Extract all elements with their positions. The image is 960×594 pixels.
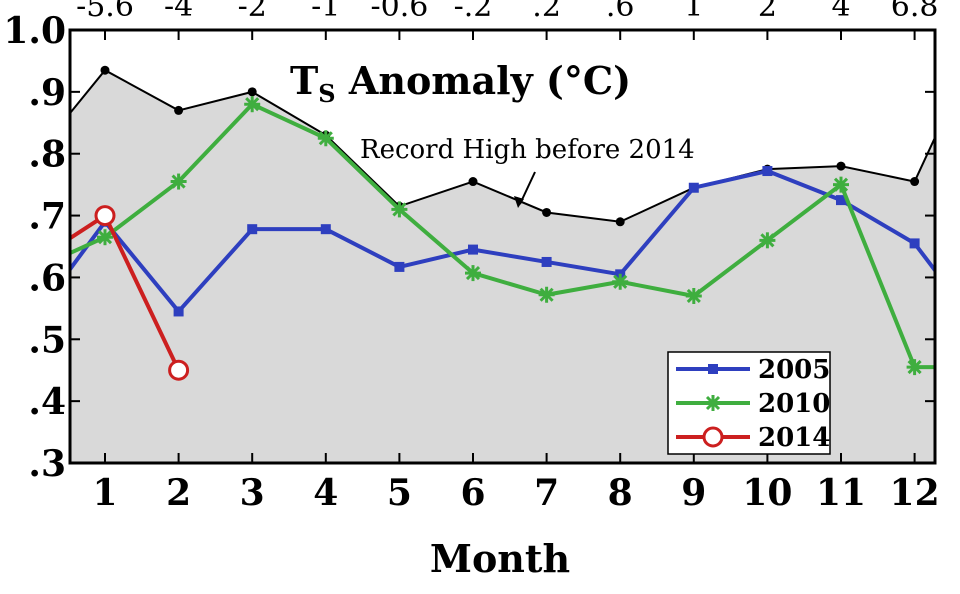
series-point-2005	[836, 195, 846, 206]
top-tick-label: .2	[532, 0, 561, 24]
top-tick-label: -0.6	[370, 0, 428, 24]
x-tick-label: 6	[460, 472, 485, 514]
top-tick-label: 2	[758, 0, 777, 24]
y-tick-label: .7	[28, 196, 66, 238]
record-high-point	[615, 217, 625, 227]
legend-marker-2005	[708, 364, 718, 374]
legend-marker-2014	[702, 426, 724, 448]
x-tick-label: 5	[387, 472, 412, 514]
annotations: TS Anomaly (°C) Record High before 2014 …	[290, 58, 695, 581]
top-tick-label: 4	[831, 0, 850, 24]
record-high-point	[910, 177, 920, 187]
series-point-2014	[168, 359, 190, 381]
record-high-point	[247, 87, 257, 97]
series-point-2005	[320, 224, 331, 235]
series-point-2005	[394, 261, 405, 272]
series-point-2005	[468, 244, 478, 255]
y-tick-label: .3	[28, 443, 66, 485]
record-high-label: Record High before 2014	[360, 135, 695, 165]
record-high-point	[542, 207, 552, 217]
x-tick-label: 4	[313, 472, 338, 514]
top-tick-label: -2	[238, 0, 267, 24]
axis-ticks: .3 .4 .5 .6 .7 .8 .9 1.0 1 -5.6 2 -4 3 -2 4 -1 5 -0.6 6 -.2…	[3, 0, 939, 514]
x-tick-label: 9	[681, 472, 706, 514]
series-line-2010	[70, 102, 935, 370]
top-tick-label: 6.8	[891, 0, 939, 24]
series-layer	[70, 96, 935, 381]
legend: 2005 2010 2014	[667, 351, 831, 455]
y-tick-label: .8	[28, 134, 66, 176]
series-point-2010	[391, 201, 408, 218]
legend-label-2010: 2010	[758, 389, 830, 419]
chart-title: TS Anomaly (°C)	[290, 58, 631, 108]
series-point-2010	[170, 173, 187, 190]
series-point-2010	[244, 96, 261, 113]
x-tick-label: 8	[608, 472, 633, 514]
y-tick-label: .9	[28, 72, 66, 114]
x-axis-label: Month	[430, 536, 570, 581]
series-point-2005	[909, 238, 920, 249]
x-tick-label: 11	[816, 472, 866, 514]
series-point-2010	[833, 176, 849, 193]
series-point-2005	[247, 224, 258, 235]
y-tick-label: .6	[28, 257, 66, 299]
plot-border	[68, 28, 937, 465]
x-tick-label: 2	[166, 472, 191, 514]
x-tick-label: 3	[240, 472, 265, 514]
series-point-2010	[97, 229, 113, 246]
series-point-2005	[688, 182, 699, 193]
x-tick-label: 12	[890, 472, 940, 514]
series-point-2010	[759, 232, 776, 249]
series-point-2005	[173, 306, 184, 317]
record-high-point	[836, 161, 846, 171]
series-point-2005	[762, 166, 773, 177]
top-tick-label: -4	[164, 0, 193, 24]
top-tick-label: -.2	[454, 0, 493, 24]
y-tick-label: .4	[28, 381, 66, 423]
top-tick-label: .6	[606, 0, 635, 24]
legend-label-2005: 2005	[758, 355, 830, 385]
series-point-2014	[94, 205, 116, 227]
series-point-2010	[317, 130, 334, 147]
top-tick-label: -1	[311, 0, 340, 24]
plot-frame	[68, 28, 937, 465]
series-point-2010	[538, 286, 555, 303]
y-tick-label: 1.0	[3, 10, 66, 52]
record-high-point	[100, 65, 110, 75]
record-high-point	[174, 105, 184, 115]
legend-label-2014: 2014	[758, 423, 830, 453]
series-point-2010	[612, 273, 629, 290]
y-tick-label: .5	[28, 319, 66, 361]
series-point-2010	[685, 287, 702, 304]
series-point-2010	[465, 265, 481, 282]
series-point-2005	[541, 256, 552, 267]
record-high-line	[70, 68, 935, 223]
top-tick-label: 1	[684, 0, 703, 24]
x-tick-label: 1	[92, 472, 117, 514]
x-tick-label: 7	[534, 472, 559, 514]
x-tick-label: 10	[742, 472, 792, 514]
record-high-point	[468, 177, 478, 187]
legend-marker-2010	[705, 395, 721, 411]
record-high-arrowhead	[514, 196, 524, 208]
series-point-2010	[906, 359, 923, 376]
top-tick-label: -5.6	[76, 0, 134, 24]
